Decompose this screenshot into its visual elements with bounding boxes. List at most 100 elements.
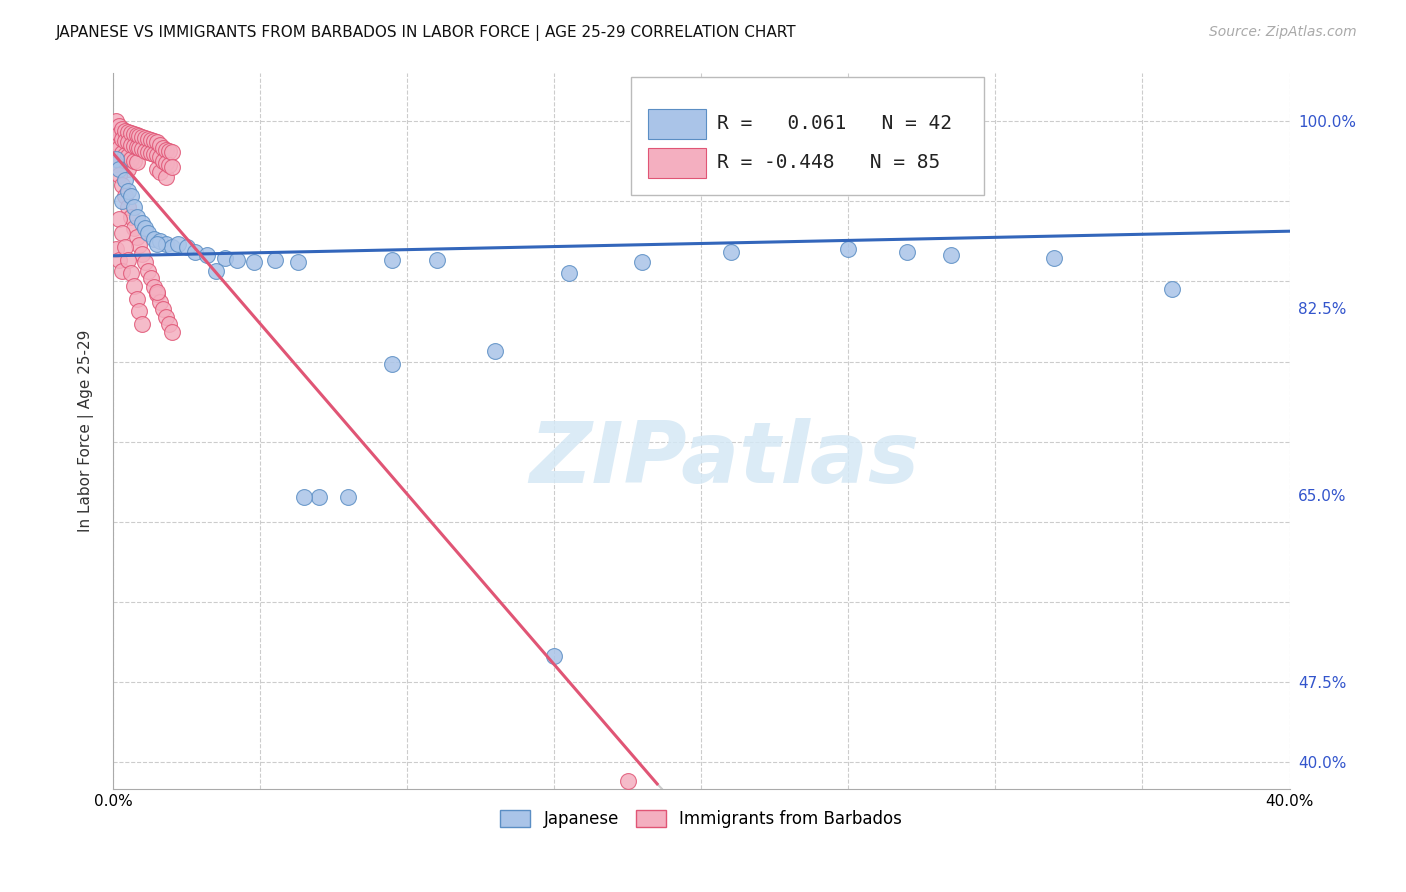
Point [131,216,153,230]
FancyBboxPatch shape [648,148,706,178]
Point [122,127,145,141]
Point [160,145,183,160]
Point [134,131,156,145]
Point [125,128,148,142]
Point [125,229,148,244]
Point [631,255,654,269]
Point [131,317,153,331]
Point [120,189,142,203]
Point [381,357,404,371]
Point [141,133,163,147]
Point [114,148,136,162]
Point [111,178,134,193]
Point [141,146,163,161]
Point [131,130,153,145]
Point [616,773,638,788]
Point [720,244,742,259]
Point [136,264,159,278]
Point [146,162,169,177]
Point [111,146,134,161]
Point [896,244,918,259]
Point [104,157,127,171]
Point [125,154,148,169]
Point [122,138,145,153]
Point [149,294,172,309]
Point [155,237,177,252]
Point [381,253,404,268]
Point [108,253,131,268]
Point [111,264,134,278]
Point [120,211,142,225]
Point [287,255,309,269]
Point [114,124,136,138]
Point [146,237,169,252]
Point [308,491,330,505]
Point [184,244,207,259]
Point [134,255,156,269]
Point [120,137,142,152]
Point [157,317,180,331]
Point [143,232,166,246]
Point [558,266,581,280]
Point [134,144,156,158]
Point [131,142,153,156]
Point [117,253,139,268]
Point [146,287,169,301]
Point [484,343,506,358]
Point [146,285,169,299]
Text: ZIPatlas: ZIPatlas [530,418,920,501]
Point [128,129,150,144]
Point [111,227,134,241]
Legend: Japanese, Immigrants from Barbados: Japanese, Immigrants from Barbados [494,803,908,835]
Point [243,255,266,269]
Point [160,160,183,174]
Point [157,158,180,172]
Point [104,152,127,166]
Point [152,141,174,155]
Point [157,144,180,158]
Point [149,137,172,152]
Point [543,648,565,663]
Point [120,126,142,140]
Point [122,278,145,293]
Point [205,264,228,278]
Point [143,280,166,294]
Point [149,165,172,179]
Point [122,221,145,235]
Point [128,304,150,318]
Point [128,238,150,252]
Point [128,141,150,155]
Point [176,240,198,254]
Point [146,136,169,150]
Point [136,132,159,146]
Point [117,184,139,198]
Point [122,153,145,168]
Point [104,114,127,128]
Point [155,310,177,324]
Point [117,200,139,214]
Point [155,143,177,157]
Point [134,221,156,235]
Point [143,147,166,161]
Point [160,240,183,254]
FancyBboxPatch shape [648,109,706,139]
Point [136,227,159,241]
Point [131,246,153,260]
Point [111,132,134,146]
Point [108,127,131,141]
Point [111,194,134,209]
Point [1043,251,1066,265]
Point [108,212,131,227]
Point [149,234,172,248]
Point [117,162,139,177]
Point [263,253,285,268]
Point [117,149,139,163]
Point [225,253,247,268]
Point [120,266,142,280]
Point [104,243,127,257]
Point [104,136,127,150]
Point [141,271,163,285]
Point [117,136,139,150]
FancyBboxPatch shape [631,77,984,194]
Point [214,251,236,265]
